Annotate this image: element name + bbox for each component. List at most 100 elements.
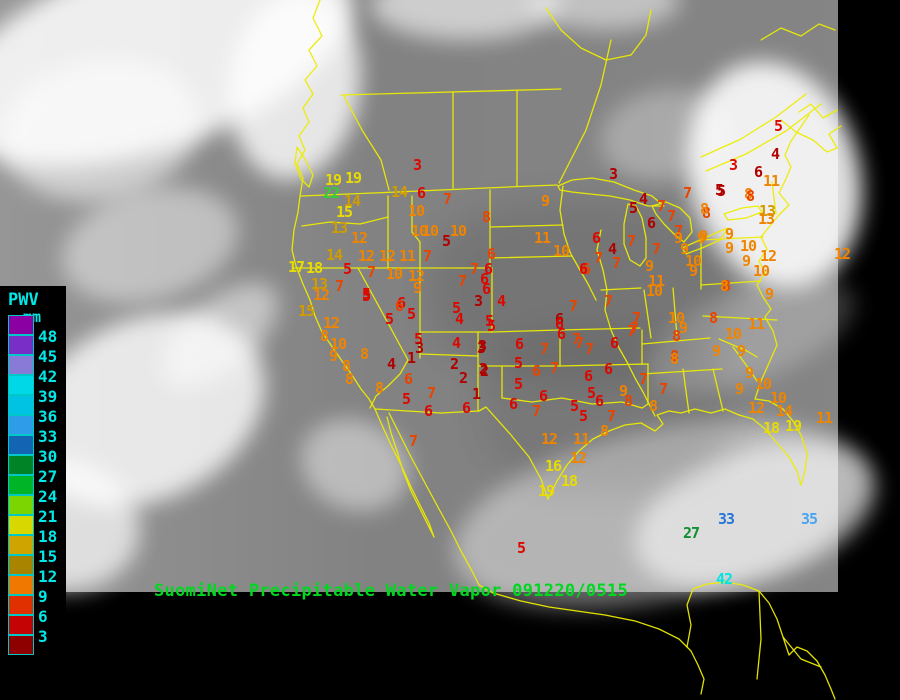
- station-value: 8: [374, 379, 384, 397]
- station-value: 9: [688, 262, 698, 280]
- station-value: 5: [342, 260, 352, 278]
- station-value: 8: [341, 357, 351, 375]
- station-value: 10: [739, 237, 757, 255]
- station-value: 10: [645, 282, 663, 300]
- station-value: 5: [441, 232, 451, 250]
- station-value: 7: [626, 322, 636, 340]
- station-value: 7: [584, 340, 594, 358]
- station-value: 5: [361, 285, 371, 303]
- station-value: 10: [667, 309, 685, 327]
- station-value: 4: [386, 355, 396, 373]
- station-value: 6: [578, 260, 588, 278]
- legend-swatch: [8, 515, 34, 535]
- legend-entry: 3: [8, 615, 48, 646]
- station-value: 11: [572, 430, 590, 448]
- station-value: 12: [540, 430, 558, 448]
- station-value: 2: [478, 360, 488, 378]
- station-value: 9: [711, 342, 721, 360]
- station-value: 42: [715, 570, 733, 588]
- station-value: 7: [539, 340, 549, 358]
- station-value: 5: [578, 407, 588, 425]
- station-value: 6: [483, 260, 493, 278]
- product-title: SuomiNet Precipitable Water Vapor 091220…: [154, 581, 629, 601]
- station-value: 11: [762, 172, 780, 190]
- station-value: 11: [398, 247, 416, 265]
- legend-swatch: [8, 455, 34, 475]
- station-value: 5: [513, 375, 523, 393]
- station-value: 5: [516, 539, 526, 557]
- legend-label: 39: [38, 387, 58, 406]
- station-value: 5: [484, 312, 494, 330]
- station-value: 6: [481, 280, 491, 298]
- station-value: 7: [611, 254, 621, 272]
- legend-swatch: [8, 575, 34, 595]
- legend-label: 33: [38, 427, 58, 446]
- legend-swatch: [8, 595, 34, 615]
- land-shading: [430, 200, 730, 380]
- station-value: 8: [481, 208, 491, 226]
- station-value: 13: [310, 275, 328, 293]
- station-value: 8: [719, 277, 729, 295]
- station-value: 9: [678, 319, 688, 337]
- station-value: 9: [673, 229, 683, 247]
- legend-swatch: [8, 555, 34, 575]
- station-value: 12: [407, 267, 425, 285]
- legend-entry: 27: [8, 455, 57, 486]
- station-value: 10: [769, 389, 787, 407]
- station-value: 7: [629, 319, 639, 337]
- station-value: 6: [531, 362, 541, 380]
- station-value: 5: [714, 181, 724, 199]
- station-value: 10: [552, 242, 570, 260]
- station-value: 4: [454, 310, 464, 328]
- legend-swatch: [8, 475, 34, 495]
- station-value: 10: [752, 262, 770, 280]
- station-value: 8: [743, 185, 753, 203]
- station-value: 9: [736, 342, 746, 360]
- station-value: 7: [638, 370, 648, 388]
- station-value: 10: [449, 222, 467, 240]
- station-value: 8: [708, 309, 718, 327]
- station-value: 4: [770, 145, 780, 163]
- station-value: 10: [421, 222, 439, 240]
- station-value: 7: [606, 407, 616, 425]
- station-value: 19: [537, 482, 555, 500]
- station-value: 9: [328, 347, 338, 365]
- station-value: 2: [458, 369, 468, 387]
- station-value: 6: [583, 367, 593, 385]
- station-value: 6: [646, 214, 656, 232]
- station-value: 9: [764, 285, 774, 303]
- station-value: 6: [486, 245, 496, 263]
- legend-swatch: [8, 395, 34, 415]
- legend-label: 12: [38, 567, 58, 586]
- station-value: 6: [416, 184, 426, 202]
- station-value: 18: [762, 419, 780, 437]
- station-value: 7: [603, 292, 613, 310]
- station-value: 7: [334, 277, 344, 295]
- station-value: 8: [599, 422, 609, 440]
- legend-entry: 15: [8, 535, 57, 566]
- station-value: 6: [554, 315, 564, 333]
- legend-label: 6: [38, 607, 48, 626]
- station-value: 5: [569, 397, 579, 415]
- station-value: 7: [574, 334, 584, 352]
- legend-title: PWV: [8, 290, 39, 310]
- station-value: 6: [403, 370, 413, 388]
- legend-swatch: [8, 355, 34, 375]
- station-value: 10: [724, 325, 742, 343]
- station-value: 6: [396, 294, 406, 312]
- station-value: 9: [698, 227, 708, 245]
- station-value: 18: [305, 259, 323, 277]
- station-value: 33: [717, 510, 735, 528]
- station-value: 6: [423, 402, 433, 420]
- station-value: 6: [556, 325, 566, 343]
- legend-swatch: [8, 435, 34, 455]
- station-value: 9: [679, 240, 689, 258]
- legend-swatch: [8, 315, 34, 335]
- station-value: 5: [486, 317, 496, 335]
- station-value: 8: [721, 277, 731, 295]
- station-value: 9: [644, 257, 654, 275]
- station-value: 8: [699, 200, 709, 218]
- legend-swatch: [8, 495, 34, 515]
